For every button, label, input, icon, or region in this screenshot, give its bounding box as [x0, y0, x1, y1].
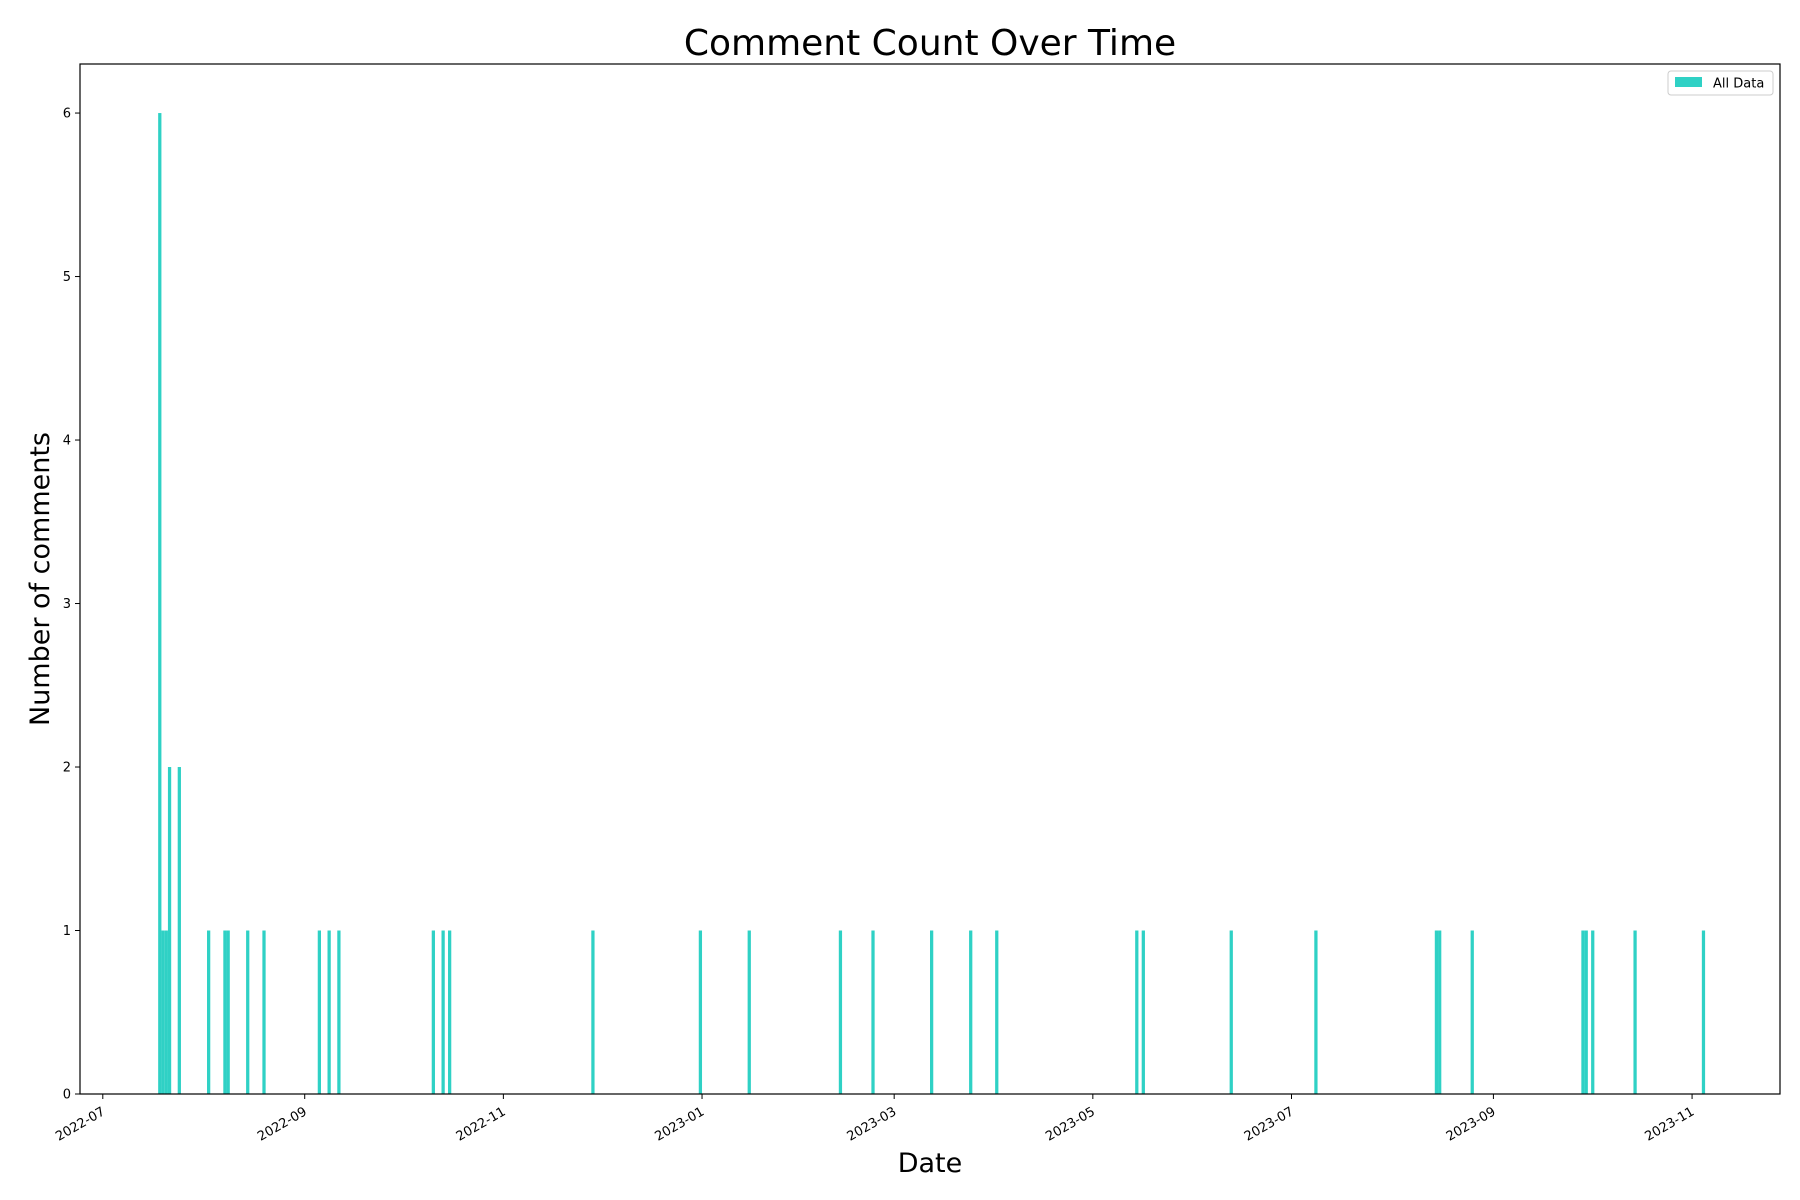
bar-2022-08-02 [207, 930, 211, 1094]
x-tick-label: 2023-03 [845, 1104, 900, 1144]
bar-2023-08-15 [1438, 930, 1442, 1094]
bar-2022-07-24 [177, 767, 181, 1094]
legend-swatch [1675, 77, 1702, 87]
bar-2023-04-01 [995, 930, 999, 1094]
bar-2023-08-14 [1434, 930, 1439, 1094]
y-tick-label: 6 [63, 107, 71, 122]
x-tick-label: 2022-11 [454, 1104, 509, 1144]
bar-2023-09-28 [1581, 930, 1585, 1094]
legend: All Data [1667, 70, 1774, 96]
y-axis-label: Number of comments [25, 432, 56, 726]
x-tick-label: 2023-05 [1043, 1104, 1098, 1144]
bar-2023-05-14 [1135, 930, 1139, 1094]
bar-2023-03-12 [930, 930, 934, 1094]
x-tick-label: 2023-11 [1643, 1104, 1698, 1144]
bar-2022-09-05 [317, 930, 321, 1094]
bar-2023-10-01 [1591, 930, 1595, 1094]
bar-2022-08-07 [223, 930, 227, 1094]
y-tick-label: 1 [63, 924, 71, 939]
plot-area-frame [79, 63, 1781, 1095]
bar-2023-02-22 [871, 930, 875, 1094]
bar-2023-01-15 [747, 930, 751, 1094]
y-tick-label: 0 [63, 1088, 71, 1103]
bar-2023-03-24 [969, 930, 973, 1094]
bar-2022-07-20 [164, 930, 168, 1094]
bar-2022-08-19 [262, 930, 266, 1094]
bar-2023-06-12 [1229, 930, 1233, 1094]
bar-2022-08-14 [246, 930, 250, 1094]
legend-label: All Data [1713, 77, 1764, 92]
y-tick-label: 3 [63, 597, 71, 612]
bar-2022-07-18 [158, 113, 162, 1095]
bars-layer [158, 113, 1706, 1095]
chart-title: Comment Count Over Time [684, 23, 1176, 64]
bar-2023-05-16 [1141, 930, 1145, 1094]
x-tick-label: 2022-07 [53, 1104, 108, 1144]
bar-2022-11-28 [591, 930, 595, 1094]
y-tick-label: 4 [63, 434, 71, 449]
bar-2022-10-10 [431, 930, 435, 1094]
y-tick-label: 5 [63, 270, 71, 285]
x-tick-label: 2022-09 [255, 1104, 310, 1144]
bar-2022-09-08 [327, 930, 331, 1094]
bar-2022-10-15 [448, 930, 452, 1094]
x-axis-label: Date [898, 1148, 963, 1179]
x-axis: 2022-07 2022-09 2022-11 2023-01 2023-03 2023-… [53, 1094, 1697, 1145]
bar-2023-09-29 [1584, 930, 1588, 1094]
bar-2022-07-19 [161, 930, 165, 1094]
bar-2022-09-11 [337, 930, 341, 1094]
bar-2022-07-21 [167, 767, 172, 1094]
y-axis: 0 1 2 3 4 5 6 [63, 107, 80, 1103]
bar-2023-07-08 [1314, 930, 1318, 1094]
y-tick-label: 2 [63, 761, 71, 776]
x-tick-label: 2023-09 [1444, 1104, 1499, 1144]
bar-2023-02-12 [838, 930, 843, 1094]
bar-2023-08-25 [1470, 930, 1474, 1094]
bar-2022-08-08 [226, 930, 230, 1094]
bar-2023-10-14 [1633, 930, 1637, 1094]
x-tick-label: 2023-01 [652, 1104, 707, 1144]
bar-2022-10-13 [441, 930, 445, 1094]
bar-2022-12-31 [698, 930, 703, 1094]
bar-2023-11-04 [1701, 930, 1706, 1094]
x-tick-label: 2023-07 [1242, 1104, 1297, 1144]
